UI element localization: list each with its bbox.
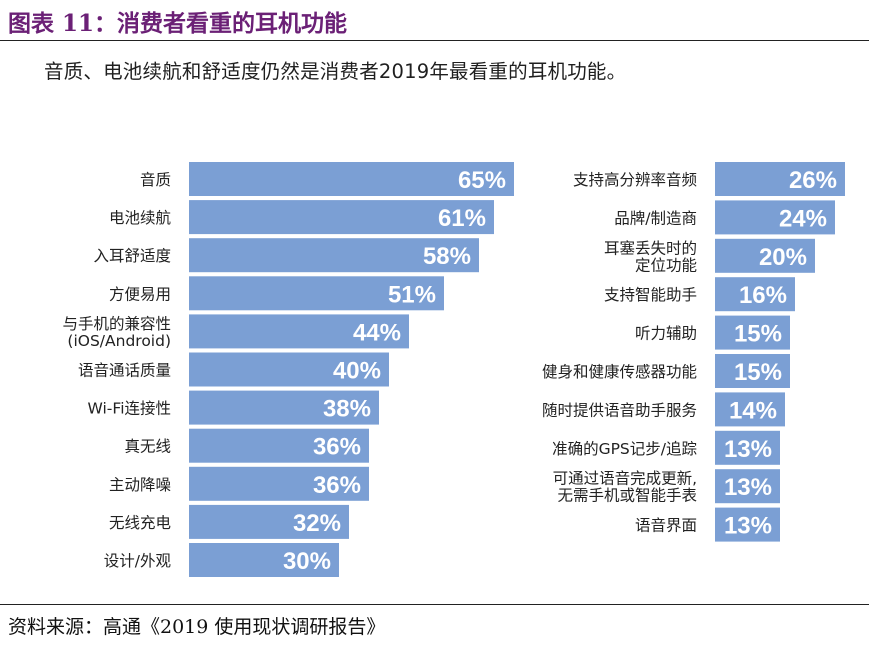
category-label: 电池续航: [109, 209, 171, 227]
bar-left-1: [189, 162, 514, 196]
bar-value-label: 58%: [423, 243, 471, 270]
category-label-line: 健身和健康传感器功能: [542, 363, 697, 381]
category-label-line: 方便易用: [109, 285, 171, 303]
category-label-line: 支持高分辨率音频: [573, 171, 697, 189]
bar-right-2: [715, 200, 835, 235]
bar-value-label: 13%: [724, 436, 772, 463]
bar-right-8: [715, 430, 780, 465]
category-label: 入耳舒适度: [93, 247, 171, 265]
bar-left-8: [189, 428, 369, 463]
category-label: 与手机的兼容性(iOS/Android): [62, 315, 171, 350]
category-label-line: (iOS/Android): [67, 332, 171, 350]
category-label-line: 与手机的兼容性: [62, 315, 171, 333]
bar-value-label: 24%: [779, 205, 827, 232]
bar-value-label: 26%: [789, 167, 837, 194]
category-label: 支持高分辨率音频: [573, 171, 697, 189]
category-label: 品牌/制造商: [614, 209, 697, 227]
category-label-line: 听力辅助: [635, 325, 697, 343]
category-label-line: 无需手机或智能手表: [557, 487, 697, 505]
category-label-line: 无线充电: [109, 514, 171, 532]
bar-value-label: 15%: [734, 321, 782, 348]
bar-left-2: [189, 200, 494, 235]
category-label: 耳塞丢失时的定位功能: [604, 239, 697, 274]
category-label-line: 语音界面: [635, 517, 697, 535]
bar-value-label: 16%: [739, 282, 787, 309]
category-label: 听力辅助: [635, 325, 697, 343]
category-label: 语音通话质量: [78, 362, 171, 380]
category-label-line: 电池续航: [109, 209, 171, 227]
category-label-line: 随时提供语音助手服务: [542, 401, 697, 419]
category-label: 随时提供语音助手服务: [542, 401, 697, 419]
bar-value-label: 32%: [293, 510, 341, 537]
bar-left-5: [189, 314, 409, 349]
bottom-divider: [0, 604, 869, 605]
bar-right-3: [715, 238, 815, 273]
bar-value-label: 38%: [323, 396, 371, 423]
top-divider: [0, 40, 869, 41]
bar-left-6: [189, 352, 389, 387]
category-label: 语音界面: [635, 517, 697, 535]
bar-value-label: 14%: [729, 397, 777, 424]
category-label: 主动降噪: [109, 476, 171, 494]
bar-left-11: [189, 543, 339, 577]
category-label: Wi-Fi连接性: [88, 400, 171, 418]
bar-right-10: [715, 507, 780, 542]
category-label-line: Wi-Fi连接性: [88, 400, 171, 418]
category-label-line: 设计/外观: [104, 552, 171, 570]
chart-panel-left: 65% 音质 61% 电池续航 58% 入耳舒适度 51% 方便易用 44% 与手机的兼容性(iO…: [62, 162, 514, 577]
category-label: 音质: [140, 171, 171, 189]
bar-value-label: 13%: [724, 513, 772, 540]
category-label-line: 主动降噪: [109, 476, 171, 494]
bar-value-label: 51%: [388, 281, 436, 308]
bar-value-label: 65%: [458, 167, 506, 194]
category-label: 方便易用: [109, 285, 171, 303]
bar-value-label: 36%: [313, 434, 361, 461]
category-label: 真无线: [124, 438, 171, 456]
bar-value-label: 61%: [438, 205, 486, 232]
bar-value-label: 30%: [283, 548, 331, 575]
bar-left-9: [189, 466, 369, 501]
bar-value-label: 36%: [313, 472, 361, 499]
bar-right-5: [715, 315, 790, 350]
category-label-line: 音质: [140, 171, 171, 189]
bar-value-label: 15%: [734, 359, 782, 386]
bar-right-4: [715, 277, 795, 312]
bar-right-7: [715, 392, 785, 427]
bar-right-1: [715, 162, 845, 196]
category-label-line: 准确的GPS记步/追踪: [552, 440, 697, 458]
category-label-line: 真无线: [124, 438, 171, 456]
category-label-line: 品牌/制造商: [614, 209, 697, 227]
category-label-line: 定位功能: [635, 256, 697, 274]
bar-left-3: [189, 238, 479, 273]
bar-left-4: [189, 276, 444, 311]
source-note: 资料来源：高通《2019 使用现状调研报告》: [8, 616, 386, 638]
bar-left-10: [189, 504, 349, 539]
chart-panel-right: 26% 支持高分辨率音频 24% 品牌/制造商 20% 耳塞丢失时的定位功能 16% 支持智能…: [542, 162, 845, 542]
category-label: 健身和健康传感器功能: [542, 363, 697, 381]
category-label: 无线充电: [109, 514, 171, 532]
bar-value-label: 20%: [759, 244, 807, 271]
category-label-line: 可通过语音完成更新,: [553, 470, 697, 488]
bar-value-label: 44%: [353, 319, 401, 346]
figure-title: 图表 11：消费者看重的耳机功能: [8, 10, 348, 37]
bar-right-9: [715, 469, 780, 504]
category-label-line: 入耳舒适度: [93, 247, 171, 265]
bar-value-label: 40%: [333, 358, 381, 385]
category-label: 设计/外观: [104, 552, 171, 570]
bar-left-7: [189, 390, 379, 425]
category-label: 支持智能助手: [604, 286, 697, 304]
category-label-line: 语音通话质量: [78, 362, 171, 380]
bar-value-label: 13%: [724, 474, 772, 501]
category-label: 准确的GPS记步/追踪: [552, 440, 697, 458]
chart-subtitle: 音质、电池续航和舒适度仍然是消费者2019年最看重的耳机功能。: [44, 60, 627, 83]
category-label-line: 支持智能助手: [604, 286, 697, 304]
category-label-line: 耳塞丢失时的: [604, 239, 697, 257]
bar-right-6: [715, 354, 790, 388]
category-label: 可通过语音完成更新,无需手机或智能手表: [553, 470, 697, 505]
